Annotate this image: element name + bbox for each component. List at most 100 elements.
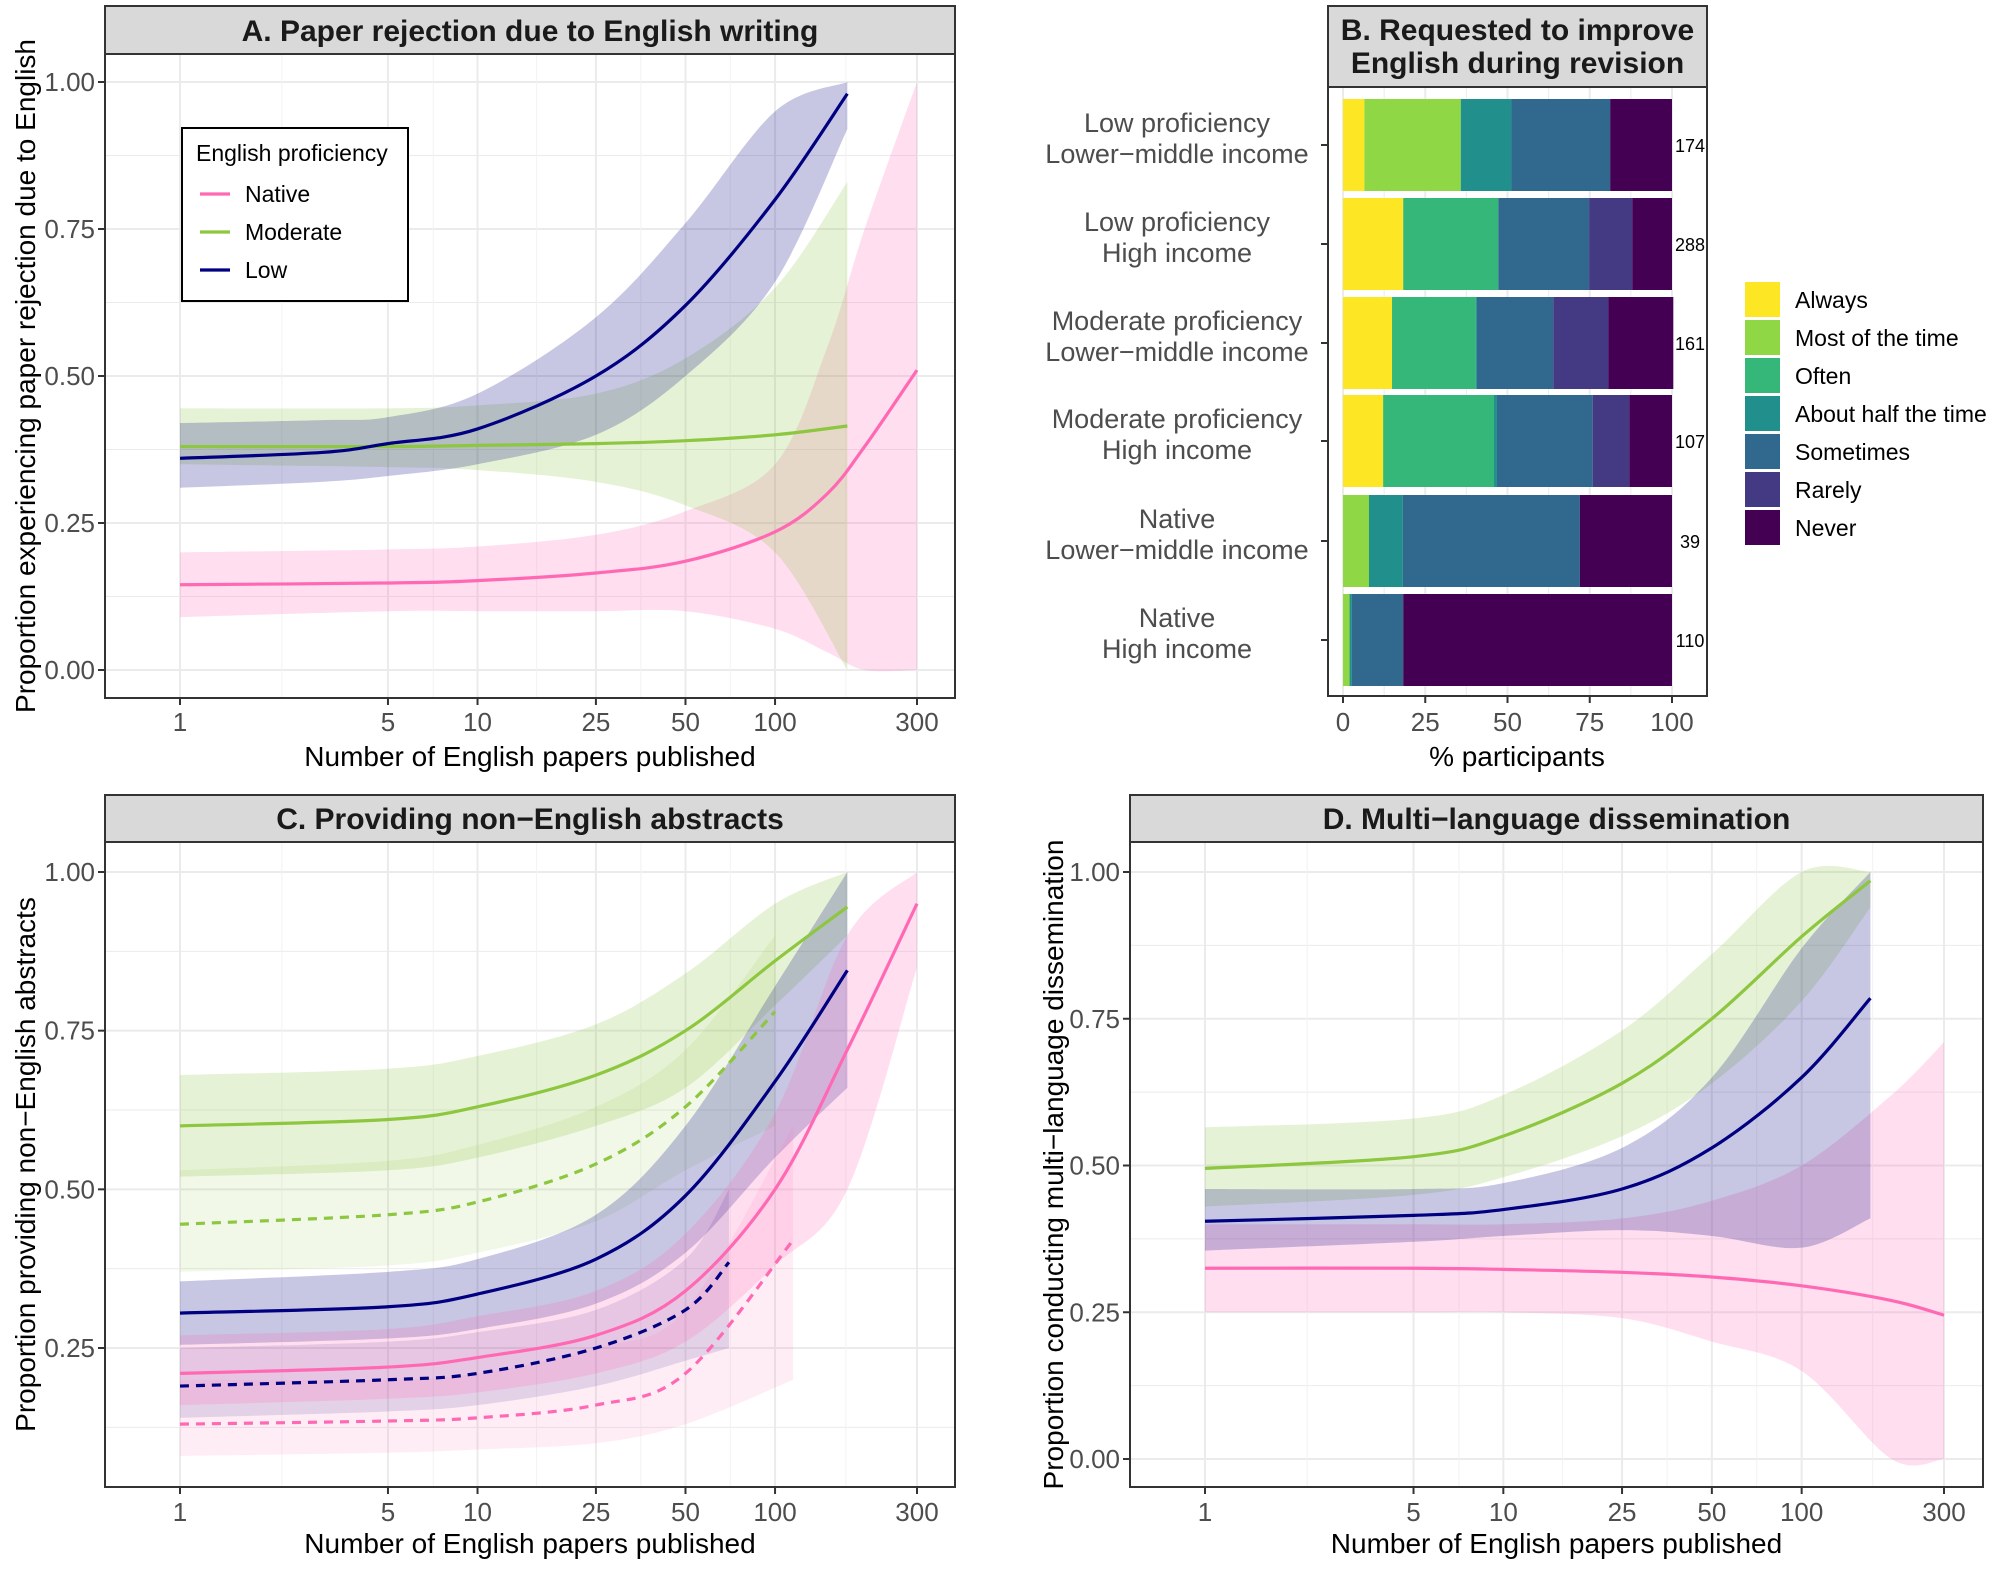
bar-segment-about-half-the-time (1368, 495, 1403, 587)
bar-segment-sometimes (1496, 395, 1593, 487)
x-tick-label: 10 (463, 707, 492, 737)
y-tick-label: 0.25 (44, 508, 95, 538)
legend-label: Moderate (245, 219, 342, 245)
legend: English proficiency Native Moderate Low (181, 127, 409, 302)
series-group (179, 82, 919, 672)
x-tick-label: 300 (895, 1497, 938, 1527)
bar-segment-sometimes (1351, 594, 1404, 686)
y-axis-title: Proportion conducting multi−language dis… (1038, 840, 1069, 1490)
line-native (179, 903, 919, 1375)
x-tick-label: 100 (753, 1497, 796, 1527)
line-native (179, 369, 919, 587)
bar-segment-never (1610, 99, 1672, 191)
y-tick-label: 1.00 (1069, 857, 1120, 887)
line-native-dashed- (179, 1239, 795, 1426)
strip (104, 5, 956, 55)
bar-count-label: 174 (1675, 136, 1705, 156)
ci-band-low-dashed- (180, 1189, 729, 1418)
bar-count-label: 107 (1675, 432, 1705, 452)
bar-count-label: 161 (1675, 334, 1705, 354)
x-axis-title: Number of English papers published (304, 1528, 755, 1559)
bar-segment-always (1343, 198, 1404, 290)
y-tick-label: 0.00 (44, 655, 95, 685)
legend-label: Low (245, 257, 288, 283)
bar-segment-sometimes (1402, 495, 1580, 587)
row-label-line2: High income (1102, 634, 1252, 664)
row-label-line1: Native (1139, 504, 1216, 534)
x-tick-label: 50 (1697, 1497, 1726, 1527)
panel-D: D. Multi−language dissemination 1 5 10 25 50 1… (1038, 794, 1984, 1559)
x-tick-label: 10 (1489, 1497, 1518, 1527)
strip (1327, 5, 1708, 88)
bar-segment-sometimes (1476, 297, 1554, 389)
bar-segment-often (1403, 198, 1499, 290)
row-label-line2: Lower−middle income (1045, 535, 1308, 565)
x-tick-label: 5 (381, 1497, 395, 1527)
legend-label: Often (1795, 363, 1851, 389)
bar-segment-often (1383, 395, 1495, 487)
x-tick-label: 5 (381, 707, 395, 737)
row-label-line1: Moderate proficiency (1052, 306, 1303, 336)
bar-count-label: 110 (1676, 631, 1705, 651)
bar-segment-about-half-the-time (1494, 395, 1497, 487)
series-group (1204, 865, 1945, 1466)
ci-band-native (180, 872, 917, 1406)
y-tick-label: 1.00 (44, 67, 95, 97)
x-axis-title: % participants (1429, 741, 1605, 772)
bar-segment-about-half-the-time (1475, 297, 1477, 389)
x-tick-label: 100 (1650, 707, 1693, 737)
panel-C: C. Providing non−English abstracts 1 5 10 25… (10, 794, 956, 1559)
ci-band-native-dashed- (180, 1125, 794, 1456)
x-tick-label: 1 (173, 1497, 187, 1527)
bar-segment-often (1392, 297, 1476, 389)
legend-label: Sometimes (1795, 439, 1910, 465)
plot-area (105, 842, 955, 1487)
series-group (179, 872, 919, 1456)
bar-segment-never (1629, 395, 1672, 487)
legend-swatch (1745, 472, 1780, 507)
legend-label: About half the time (1795, 401, 1987, 427)
bar-segment-about-half-the-time (1460, 99, 1512, 191)
bar-segment-most-of-the-time (1364, 99, 1461, 191)
line-native (1204, 1266, 1945, 1317)
y-tick-label: 0.25 (44, 1333, 95, 1363)
x-tick-label: 300 (1922, 1497, 1965, 1527)
legend-swatch (1745, 434, 1780, 469)
panel-title: A. Paper rejection due to English writin… (242, 15, 819, 48)
legend-label: Never (1795, 515, 1857, 541)
ci-band-moderate-dashed- (180, 935, 776, 1272)
x-tick-label: 50 (671, 1497, 700, 1527)
x-tick-label: 25 (581, 707, 610, 737)
legend-swatch (1745, 282, 1780, 317)
legend-box (181, 127, 409, 302)
row-label-line1: Moderate proficiency (1052, 404, 1303, 434)
panel-title-line1: B. Requested to improve (1341, 14, 1694, 47)
line-moderate (179, 424, 848, 449)
y-tick-label: 0.00 (1069, 1444, 1120, 1474)
x-tick-label: 1 (1198, 1497, 1212, 1527)
bar-count-label: 288 (1675, 235, 1705, 255)
legend-label: Most of the time (1795, 325, 1959, 351)
ci-band-low (180, 872, 848, 1345)
ci-band-native (1205, 1042, 1944, 1466)
row-label-line2: High income (1102, 238, 1252, 268)
x-tick-label: 25 (1608, 1497, 1637, 1527)
bar-segment-rarely (1589, 198, 1633, 290)
line-low (179, 92, 849, 460)
ci-band-moderate (1205, 865, 1871, 1207)
panel-title: C. Providing non−English abstracts (276, 803, 784, 836)
legend-label: Rarely (1795, 477, 1862, 503)
bar-segment-never (1403, 594, 1672, 686)
y-axis-title: Proportion experiencing paper rejection … (10, 39, 41, 713)
bar-segment-most-of-the-time (1343, 495, 1369, 587)
bar-segment-never (1608, 297, 1674, 389)
bar-segment-always (1343, 99, 1365, 191)
y-tick-label: 0.75 (44, 214, 95, 244)
x-axis-title: Number of English papers published (304, 741, 755, 772)
panel-title-line2: English during revision (1351, 47, 1684, 80)
y-tick-label: 1.00 (44, 857, 95, 887)
y-tick-label: 0.50 (44, 1174, 95, 1204)
x-tick-label: 100 (1780, 1497, 1823, 1527)
x-tick-label: 25 (581, 1497, 610, 1527)
